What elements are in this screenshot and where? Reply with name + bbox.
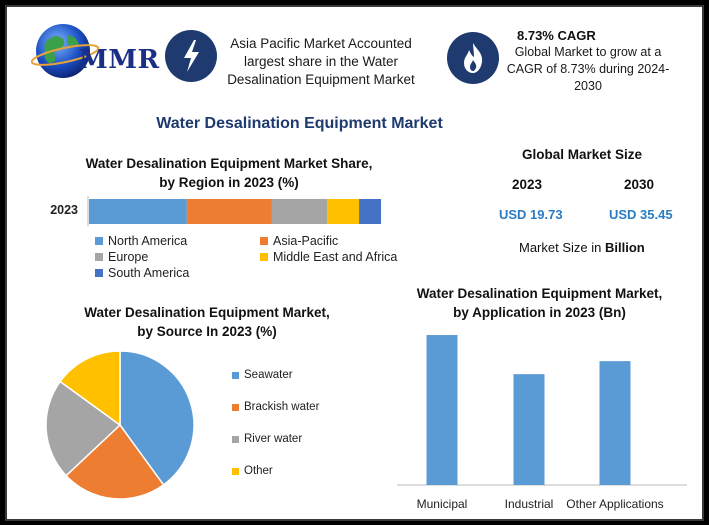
legend-label: Asia-Pacific bbox=[273, 234, 339, 248]
market-year-2023: 2023 bbox=[512, 177, 543, 192]
legend-other: Other bbox=[232, 455, 319, 487]
region-bar-segment-europe bbox=[271, 199, 327, 224]
source-chart-title: Water Desalination Equipment Market, by … bbox=[57, 303, 357, 341]
region-bar-segment-middle-east-and-africa bbox=[326, 199, 360, 224]
source-chart-title-line: by Source In 2023 (%) bbox=[137, 324, 277, 339]
callout-line: Asia Pacific Market Accounted bbox=[230, 36, 412, 51]
app-tick-label: Other Applications bbox=[566, 497, 663, 511]
region-bar-segment-asia-pacific bbox=[186, 199, 272, 224]
legend-europe: Europe bbox=[95, 250, 260, 264]
callout-line: Desalination Equipment Market bbox=[227, 72, 415, 87]
legend-brackish-water: Brackish water bbox=[232, 391, 319, 423]
source-pie-chart bbox=[45, 350, 195, 500]
application-chart-title-line: by Application in 2023 (Bn) bbox=[453, 305, 626, 320]
legend-river-water: River water bbox=[232, 423, 319, 455]
legend-swatch bbox=[260, 253, 268, 261]
region-chart-title-line: Water Desalination Equipment Market Shar… bbox=[85, 156, 373, 171]
legend-north-america: North America bbox=[95, 234, 260, 248]
app-bar-municipal bbox=[426, 335, 458, 485]
legend-label: Other bbox=[244, 465, 273, 477]
region-stacked-bar-chart: 2023 bbox=[50, 196, 381, 226]
app-tick-label: Municipal bbox=[417, 497, 468, 511]
legend-seawater: Seawater bbox=[232, 359, 319, 391]
region-chart-title-line: by Region in 2023 (%) bbox=[159, 175, 299, 190]
cagr-line: CAGR of 8.73% during 2024- bbox=[506, 62, 670, 76]
region-bar-segment-north-america bbox=[89, 199, 187, 224]
cagr-text: Global Market to grow at a CAGR of 8.73%… bbox=[503, 44, 673, 95]
legend-swatch bbox=[95, 269, 103, 277]
cagr-line: 2030 bbox=[574, 79, 602, 93]
page-title: Water Desalination Equipment Market bbox=[156, 115, 443, 132]
legend-label: South America bbox=[108, 266, 190, 280]
legend-label: North America bbox=[108, 234, 188, 248]
cagr-line: Global Market to grow at a bbox=[514, 45, 662, 59]
legend-south-america: South America bbox=[95, 266, 260, 280]
legend-middle-east-africa: Middle East and Africa bbox=[260, 250, 425, 264]
market-year-2030: 2030 bbox=[624, 177, 655, 192]
region-chart-title: Water Desalination Equipment Market Shar… bbox=[79, 154, 379, 192]
legend-asia-pacific: Asia-Pacific bbox=[260, 234, 425, 248]
legend-swatch bbox=[232, 371, 239, 379]
source-legend: Seawater Brackish water River water Othe… bbox=[232, 359, 319, 487]
app-bar-industrial bbox=[513, 374, 545, 485]
legend-label: Middle East and Africa bbox=[273, 250, 398, 264]
app-bar-other-applications bbox=[599, 361, 631, 485]
legend-label: Europe bbox=[108, 250, 149, 264]
legend-swatch bbox=[232, 403, 239, 411]
callout-asia-pacific: Asia Pacific Market Accounted largest sh… bbox=[221, 35, 421, 89]
legend-swatch bbox=[232, 435, 239, 443]
legend-swatch bbox=[232, 467, 239, 475]
pie-slice-river-water bbox=[45, 380, 122, 477]
region-legend: North America Asia-Pacific Europe Middle… bbox=[95, 234, 425, 280]
infographic-frame: MMR Asia Pacific Market Accounted larges… bbox=[5, 5, 704, 521]
legend-swatch bbox=[95, 253, 103, 261]
legend-swatch bbox=[95, 237, 103, 245]
flame-icon bbox=[447, 32, 499, 84]
market-value-2030: USD 35.45 bbox=[609, 207, 673, 222]
region-tick-label: 2023 bbox=[50, 203, 78, 217]
pie-slice-other bbox=[59, 350, 121, 427]
legend-label: River water bbox=[244, 433, 303, 445]
market-size-note-text: Market Size in bbox=[519, 240, 605, 255]
pie-slice-seawater bbox=[119, 350, 195, 486]
callout-line: largest share in the Water bbox=[243, 54, 399, 69]
market-value-2023: USD 19.73 bbox=[499, 207, 563, 222]
pie-slice-brackish-water bbox=[64, 423, 165, 500]
market-size-note: Market Size in Billion bbox=[519, 240, 645, 255]
lightning-icon bbox=[165, 30, 217, 82]
legend-swatch bbox=[260, 237, 268, 245]
globe-logo-icon bbox=[30, 24, 100, 78]
market-size-title: Global Market Size bbox=[521, 147, 643, 162]
logo: MMR bbox=[30, 17, 161, 85]
application-bar-chart: Municipal Industrial Other Applications bbox=[397, 335, 687, 511]
legend-label: Brackish water bbox=[244, 401, 320, 413]
cagr-title: 8.73% CAGR bbox=[517, 28, 596, 43]
application-chart-title-line: Water Desalination Equipment Market, bbox=[416, 286, 663, 301]
app-tick-label: Industrial bbox=[505, 497, 554, 511]
logo-text: MMR bbox=[79, 45, 160, 75]
legend-label: Seawater bbox=[244, 369, 293, 381]
source-chart-title-line: Water Desalination Equipment Market, bbox=[84, 305, 330, 320]
application-chart-title: Water Desalination Equipment Market, by … bbox=[387, 284, 692, 322]
region-bar-segment-south-america bbox=[359, 199, 381, 224]
market-size-note-unit: Billion bbox=[604, 240, 645, 255]
